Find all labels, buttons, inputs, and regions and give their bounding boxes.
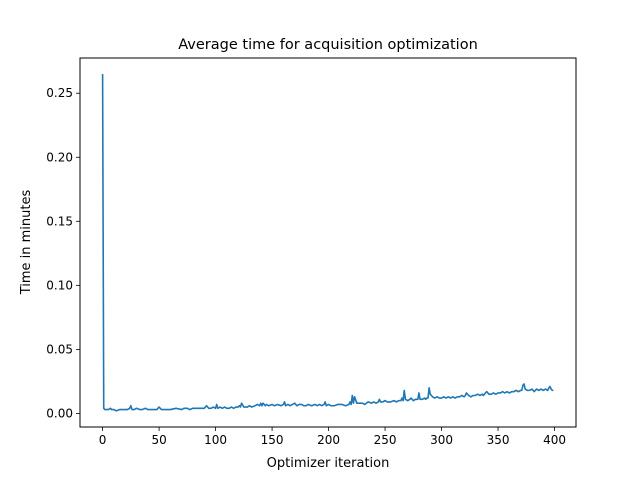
plot-area (101, 74, 554, 412)
x-axis-label: Optimizer iteration (267, 456, 390, 471)
y-tick-label: 0.25 (46, 86, 73, 100)
x-tick-label: 200 (317, 433, 340, 447)
series-line-0 (101, 74, 554, 412)
chart-title: Average time for acquisition optimizatio… (178, 37, 478, 53)
y-tick-label: 0.20 (46, 150, 73, 164)
x-tick-label: 250 (374, 433, 397, 447)
x-tick-label: 50 (151, 433, 166, 447)
y-tick-label: 0.05 (46, 342, 73, 356)
y-tick-label: 0.10 (46, 278, 73, 292)
x-tick-label: 350 (487, 433, 510, 447)
axes-frame (79, 57, 577, 428)
x-tick-label: 300 (430, 433, 453, 447)
y-tick-label: 0.15 (46, 214, 73, 228)
x-tick-label: 150 (261, 433, 284, 447)
y-axis-ticks: 0.00 0.05 0.10 0.15 0.20 0.25 (46, 86, 80, 420)
x-axis-ticks: 0 50 100 150 200 250 300 350 400 (99, 427, 566, 447)
x-tick-label: 400 (543, 433, 566, 447)
y-axis-label: Time in minutes (19, 190, 34, 296)
x-tick-label: 100 (204, 433, 227, 447)
y-tick-label: 0.00 (46, 406, 73, 420)
x-tick-label: 0 (99, 433, 107, 447)
